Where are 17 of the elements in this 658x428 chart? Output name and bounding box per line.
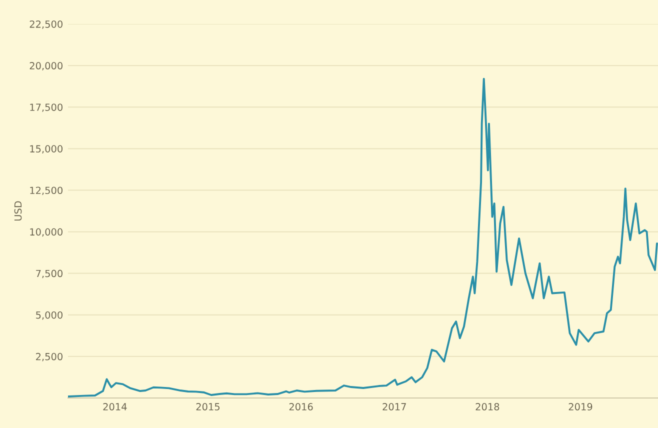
x-tick-label: 2014 [103, 403, 127, 410]
x-tick-label: 2015 [196, 403, 220, 410]
y-tick-label: 12,500 [30, 186, 62, 196]
x-tick-label: 2016 [289, 403, 313, 410]
y-tick-label: 22,500 [30, 20, 62, 29]
y-axis-title: USD [14, 201, 22, 221]
y-tick-label: 17,500 [30, 104, 62, 112]
y-tick-label: 20,000 [30, 62, 62, 70]
y-tick-label: 2,500 [36, 352, 62, 362]
y-tick-label: 5,000 [36, 311, 62, 320]
x-tick-label: 2017 [382, 403, 406, 410]
x-tick-label: 2019 [568, 403, 592, 410]
y-tick-label: 7,500 [36, 270, 62, 278]
y-tick-label: 10,000 [30, 228, 62, 237]
line-series [68, 78, 658, 398]
y-tick-label: 15,000 [30, 145, 62, 154]
x-tick-label: 2018 [476, 403, 500, 410]
